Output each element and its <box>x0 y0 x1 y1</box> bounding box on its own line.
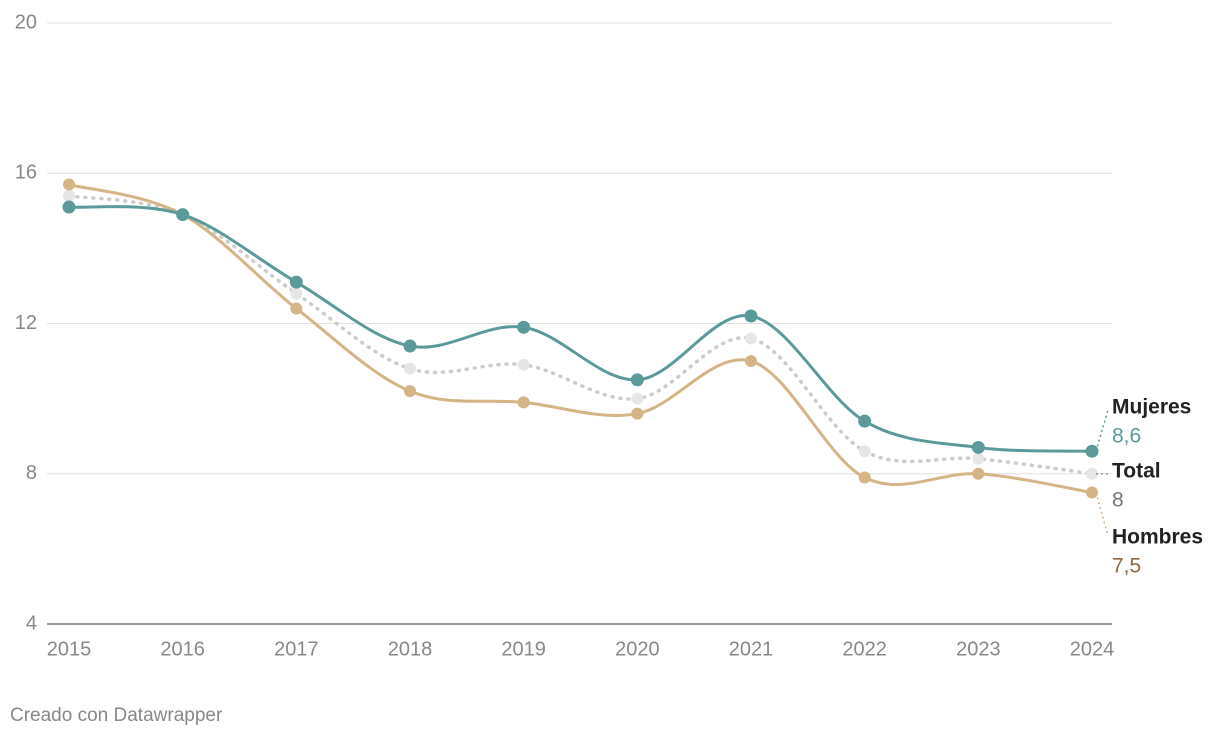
data-point <box>517 396 530 409</box>
x-tick-label: 2022 <box>842 638 887 660</box>
data-point <box>517 320 531 334</box>
y-tick-label: 20 <box>15 11 37 33</box>
data-point <box>63 189 75 202</box>
x-tick-label: 2016 <box>160 638 205 660</box>
x-tick-label: 2021 <box>729 638 774 660</box>
x-tick-label: 2020 <box>615 638 660 660</box>
data-point <box>858 471 871 484</box>
data-point <box>290 302 303 315</box>
label-connector <box>1095 409 1109 452</box>
x-tick-label: 2017 <box>274 638 319 660</box>
series-line <box>67 194 1094 476</box>
data-point <box>971 440 985 454</box>
data-point <box>404 362 416 375</box>
data-point <box>517 358 530 371</box>
legend-label: Mujeres <box>1112 396 1191 419</box>
value-label: 8,6 <box>1112 425 1141 448</box>
x-tick-label: 2019 <box>501 638 546 660</box>
data-point <box>289 275 303 289</box>
data-point <box>1086 467 1098 480</box>
data-point <box>1085 444 1099 458</box>
data-point <box>630 373 644 387</box>
y-tick-label: 16 <box>15 162 37 184</box>
data-point <box>858 445 871 458</box>
legend-label: Total <box>1112 460 1161 483</box>
data-point <box>404 385 416 398</box>
y-tick-label: 12 <box>15 312 37 334</box>
data-point <box>745 332 757 345</box>
value-label: 7,5 <box>1112 555 1141 578</box>
data-point <box>972 467 985 480</box>
data-point <box>403 339 417 353</box>
data-point <box>290 287 303 300</box>
data-point <box>744 309 758 323</box>
data-point <box>858 414 872 428</box>
x-tick-label: 2024 <box>1070 638 1115 660</box>
x-tick-label: 2018 <box>388 638 433 660</box>
data-point <box>631 392 644 405</box>
x-tick-label: 2015 <box>47 638 92 660</box>
y-tick-label: 4 <box>26 612 37 634</box>
footer: Creado con Datawrapper <box>10 705 223 726</box>
data-point <box>631 407 644 420</box>
data-point <box>176 208 190 222</box>
x-tick-label: 2023 <box>956 638 1001 660</box>
data-point <box>972 452 985 465</box>
series-line <box>67 183 1094 495</box>
y-tick-label: 8 <box>26 462 37 484</box>
data-point <box>745 355 757 368</box>
series-line <box>67 205 1094 453</box>
data-point <box>62 200 76 214</box>
legend-label: Hombres <box>1112 526 1203 549</box>
data-point <box>1086 486 1098 499</box>
data-point <box>63 178 75 191</box>
label-connector <box>1095 492 1109 537</box>
value-label: 8 <box>1112 489 1124 512</box>
